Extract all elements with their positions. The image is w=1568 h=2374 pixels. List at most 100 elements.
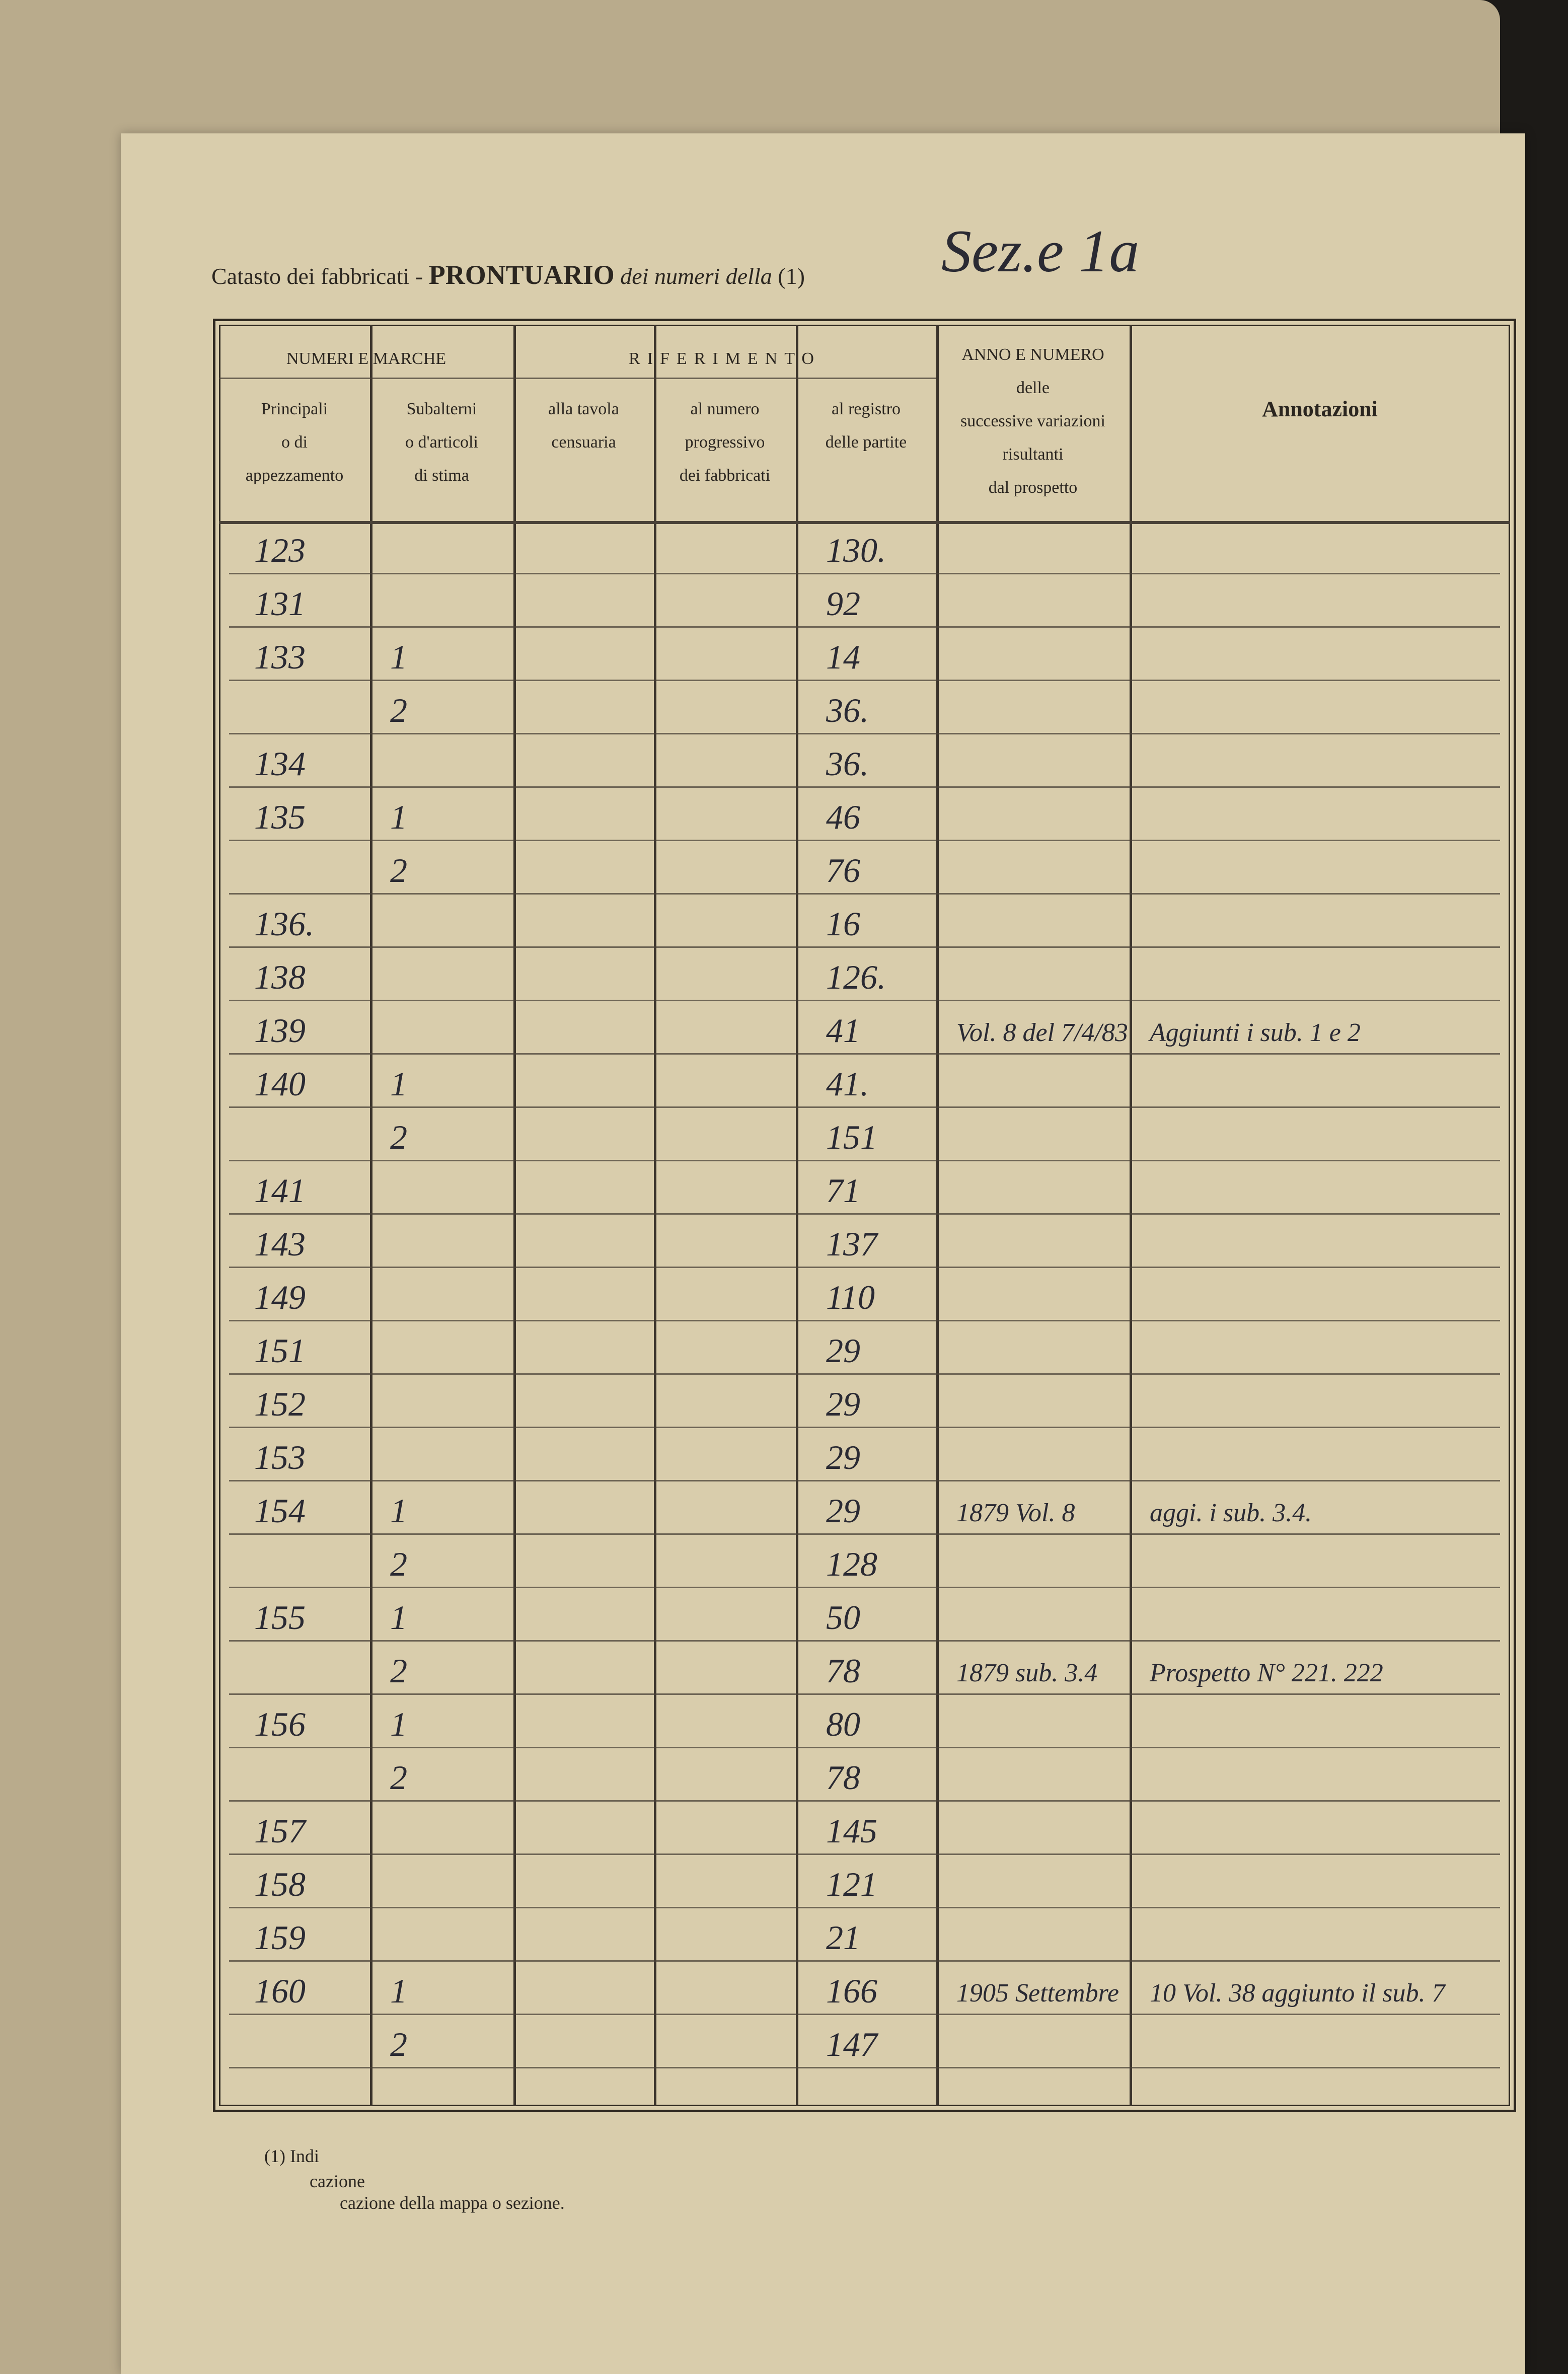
cell-registro: 16 — [826, 905, 860, 943]
column-header: Principali o di appezzamento — [219, 393, 370, 492]
cell-principale: 134 — [254, 745, 306, 783]
cell-principale: 155 — [254, 1598, 306, 1637]
cell-registro: 147 — [826, 2025, 877, 2063]
cell-principale: 143 — [254, 1225, 306, 1263]
cell-principale: 139 — [254, 1011, 306, 1050]
title-main: PRONTUARIO — [428, 260, 615, 290]
column-header: Subalterni o d'articoli di stima — [370, 393, 513, 492]
header-rule — [219, 521, 1510, 524]
group-header: RIFERIMENTO — [629, 349, 821, 368]
row-rule — [229, 1373, 1500, 1375]
column-header: al registro delle partite — [796, 393, 936, 459]
group-header: NUMERI E MARCHE — [286, 349, 446, 368]
row-rule — [229, 1427, 1500, 1428]
cell-subalterno: 2 — [390, 851, 407, 889]
cell-registro: 29 — [826, 1331, 860, 1370]
cell-registro: 80 — [826, 1705, 860, 1743]
cell-principale: 123 — [254, 531, 306, 569]
cell-registro: 110 — [826, 1278, 875, 1316]
row-rule — [229, 893, 1500, 895]
cell-registro: 145 — [826, 1812, 877, 1850]
title-middle: dei numeri della — [620, 263, 772, 289]
cell-anno: 1879 Vol. 8 — [956, 1499, 1075, 1527]
cell-principale: 136. — [254, 905, 314, 943]
row-rule — [229, 1800, 1500, 1802]
cell-registro: 41 — [826, 1011, 860, 1050]
cell-annotazioni: Prospetto N° 221. 222 — [1150, 1659, 1383, 1687]
header-line: delle partite — [825, 433, 907, 452]
footnote-line: (1) Indi — [264, 2146, 319, 2166]
row-rule — [229, 946, 1500, 948]
cell-subalterno: 2 — [390, 2025, 407, 2063]
cell-subalterno: 1 — [390, 798, 407, 836]
header-line: al numero — [690, 400, 760, 418]
cell-annotazioni: 10 Vol. 38 aggiunto il sub. 7 — [1150, 1979, 1445, 2008]
row-rule — [229, 1693, 1500, 1695]
cell-principale: 149 — [254, 1278, 306, 1316]
row-rule — [229, 1106, 1500, 1108]
cell-subalterno: 2 — [390, 691, 407, 729]
row-rule — [229, 1960, 1500, 1962]
cell-registro: 130. — [826, 531, 886, 569]
header-line: Principali — [261, 400, 328, 418]
row-rule — [229, 680, 1500, 681]
cell-principale: 141 — [254, 1171, 306, 1210]
row-rule — [229, 1533, 1500, 1535]
row-rule — [229, 1747, 1500, 1748]
cell-subalterno: 2 — [390, 1758, 407, 1797]
row-rule — [229, 2067, 1500, 2068]
row-rule — [229, 1907, 1500, 1908]
column-header: al numero progressivo dei fabbricati — [654, 393, 796, 492]
table-border — [213, 319, 1516, 2112]
cell-anno: 1879 sub. 3.4 — [956, 1659, 1098, 1687]
cell-subalterno: 1 — [390, 1598, 407, 1637]
cell-principale: 156 — [254, 1705, 306, 1743]
cell-principale: 153 — [254, 1438, 306, 1476]
row-rule — [229, 1587, 1500, 1588]
cell-registro: 29 — [826, 1385, 860, 1423]
title-prefix: Catasto dei fabbricati - — [211, 263, 423, 289]
header-line: o d'articoli — [405, 433, 478, 452]
cell-principale: 140 — [254, 1065, 306, 1103]
header-line: Annotazioni — [1262, 397, 1378, 421]
cell-principale: 138 — [254, 958, 306, 996]
cell-anno: Vol. 8 del 7/4/83 — [956, 1018, 1128, 1047]
cell-principale: 152 — [254, 1385, 306, 1423]
cell-registro: 137 — [826, 1225, 877, 1263]
row-rule — [229, 1000, 1500, 1001]
row-rule — [229, 626, 1500, 628]
cell-principale: 131 — [254, 584, 306, 623]
cell-principale: 159 — [254, 1918, 306, 1957]
cell-annotazioni: aggi. i sub. 3.4. — [1150, 1499, 1312, 1527]
cell-registro: 151 — [826, 1118, 877, 1156]
cell-registro: 36. — [826, 745, 869, 783]
row-rule — [229, 733, 1500, 734]
header-line: censuaria — [551, 433, 616, 452]
cell-registro: 41. — [826, 1065, 869, 1103]
cell-subalterno: 1 — [390, 1972, 407, 2010]
column-rule — [370, 325, 372, 2106]
header-line: alla tavola — [548, 400, 619, 418]
sheet — [121, 133, 1525, 2374]
cell-principale: 158 — [254, 1865, 306, 1903]
header-line: o di — [281, 433, 308, 452]
cell-registro: 128 — [826, 1545, 877, 1583]
cell-annotazioni: Aggiunti i sub. 1 e 2 — [1150, 1018, 1361, 1047]
header-line: Subalterni — [406, 400, 477, 418]
handwritten-section: Sez.e 1a — [941, 217, 1140, 284]
cell-subalterno: 1 — [390, 638, 407, 676]
footnote-line: cazione — [310, 2171, 365, 2191]
cell-subalterno: 2 — [390, 1545, 407, 1583]
cell-subalterno: 1 — [390, 1705, 407, 1743]
cell-anno: 1905 Settembre — [956, 1979, 1119, 2008]
cell-registro: 78 — [826, 1758, 860, 1797]
header-line: delle — [1016, 379, 1050, 397]
header-line: al registro — [832, 400, 901, 418]
cell-registro: 166 — [826, 1972, 877, 2010]
cell-registro: 46 — [826, 798, 860, 836]
header-line: dal prospetto — [988, 478, 1078, 497]
cell-principale: 133 — [254, 638, 306, 676]
row-rule — [229, 1853, 1500, 1855]
